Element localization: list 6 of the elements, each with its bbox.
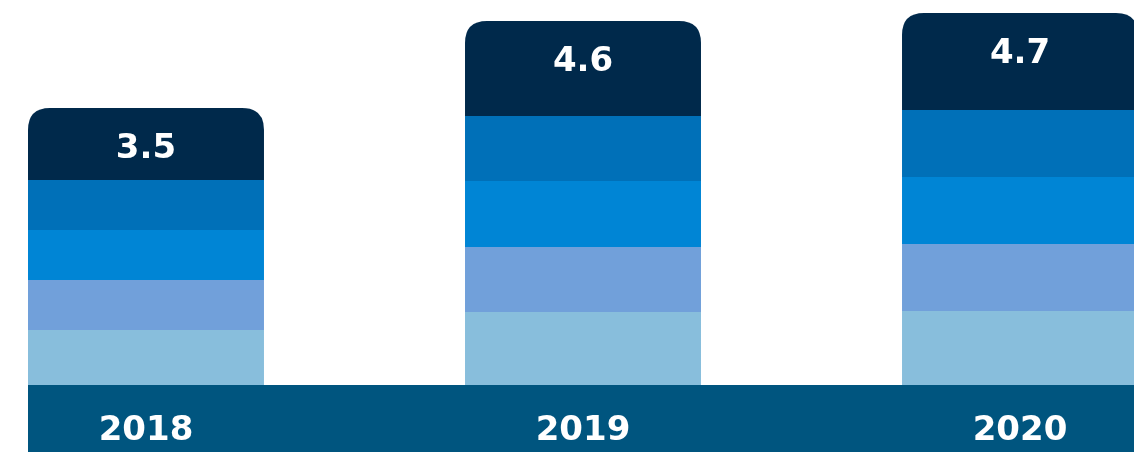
data-label: 4.6	[552, 38, 614, 79]
data-label: 3.5	[115, 125, 177, 166]
x-tick-label: 2019	[535, 408, 631, 448]
x-tick-label: 2018	[98, 408, 194, 448]
x-tick-label: 2020	[972, 408, 1068, 448]
data-label: 4.7	[989, 31, 1051, 71]
